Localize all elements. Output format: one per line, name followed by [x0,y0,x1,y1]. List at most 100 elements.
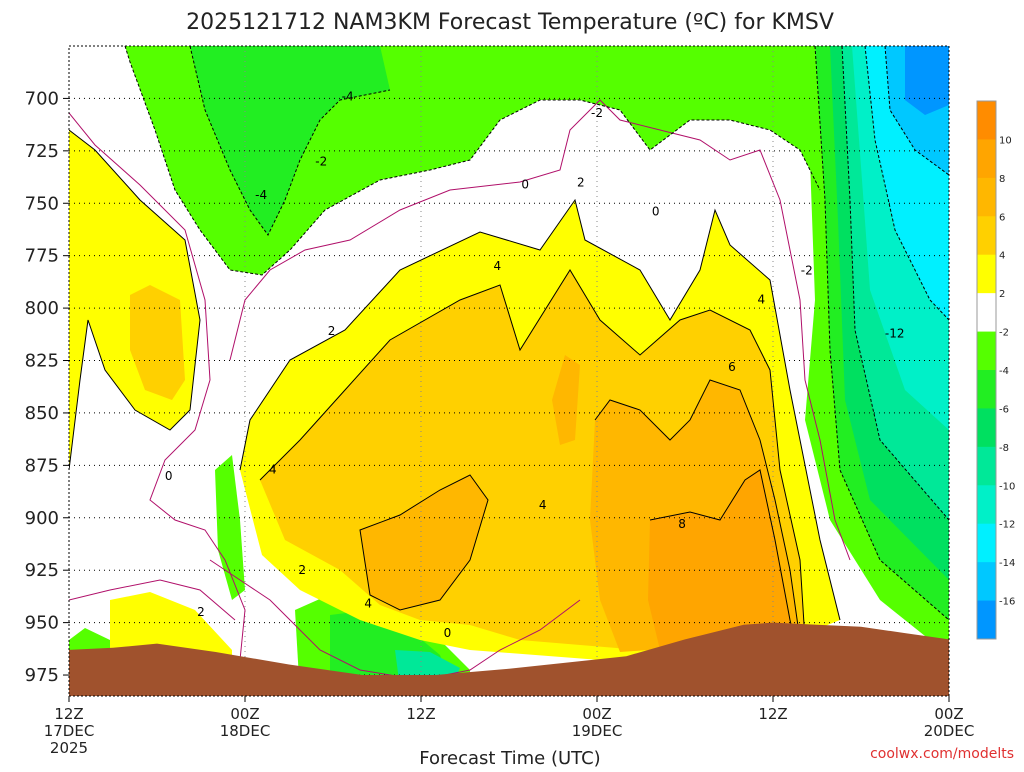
contour-minus-right-3 [864,46,949,321]
colorbar-band [977,177,996,217]
y-tick-label: 825 [25,351,59,372]
colorbar-label: -8 [999,443,1009,454]
plot-border [68,45,950,697]
contour-label: 4 [269,463,277,477]
contour-label: -12 [885,326,905,340]
colorbar-label: 10 [999,135,1012,146]
contour-plus-2-left [69,129,201,471]
colorbar-label: -4 [999,366,1009,377]
contour-minus-2 [124,46,821,276]
contour-label: 8 [678,517,686,531]
contour-zero-bottom-left [69,579,236,621]
band-plus-4-left [130,285,185,400]
x-tick-date: 18DEC [220,722,271,740]
contour-label: 4 [493,259,501,273]
y-tick-label: 925 [25,560,59,581]
colorbar-band [977,139,996,179]
x-tick-date: 19DEC [572,722,623,740]
x-tick-label: 12Z [758,705,787,723]
contour-label: 2 [197,605,205,619]
x-tick-label: 12Z [406,705,435,723]
colorbar-label: -16 [999,597,1015,608]
credit-text: coolwx.com/modelts [870,746,1014,762]
colorbar-label: -2 [999,328,1009,339]
contour-plus-6 [594,379,801,641]
colorbar-label: -10 [999,481,1015,492]
colorbar-band [977,254,996,294]
y-tick-label: 775 [25,246,59,267]
x-tick-label: 00Z [934,705,963,723]
contour-plus-2 [239,198,841,621]
colorbar-band [977,216,996,256]
contour-label: -2 [591,106,603,120]
contour-label: 0 [444,626,452,640]
x-tick-label: 00Z [582,705,611,723]
contour-minus-4 [189,46,391,236]
y-tick-label: 850 [25,403,59,424]
colorbar-border [976,100,997,640]
x-tick-date: 17DEC [44,722,95,740]
contour-label: 0 [521,177,529,191]
colorbar-label: 2 [999,289,1005,300]
contour-label: 0 [165,469,173,483]
x-tick-date: 20DEC [924,722,975,740]
band-green-sliver [215,455,245,600]
contour-label: -4 [255,188,267,202]
contour-label: 4 [539,498,547,512]
x-tick-year: 2025 [50,739,88,757]
band-minus-16-right [905,46,949,115]
terrain-ground [69,622,949,696]
y-tick-label: 975 [25,665,59,686]
band-minus-4-region [190,46,390,235]
colorbar-band [977,600,996,640]
contour-lines [69,46,949,681]
y-tick-label: 950 [25,613,59,634]
y-tick-label: 900 [25,508,59,529]
colorbar-band [977,485,996,525]
contour-plus-4 [259,269,806,641]
chart-title: 2025121712 NAM3KM Forecast Temperature (… [186,10,834,35]
colorbar-label: 8 [999,174,1005,185]
grid-lines [69,46,949,696]
band-plus-6-pocket [552,355,580,445]
y-tick-label: 875 [25,455,59,476]
contour-zero-upper [229,99,851,561]
contour-label: 2 [577,175,585,189]
y-tick-label: 725 [25,141,59,162]
x-tick-label: 00Z [230,705,259,723]
colorbar-band [977,331,996,371]
contour-plus-6-blob [359,474,489,611]
colorbar-label: -6 [999,404,1009,415]
colorbar-band [977,101,996,140]
band-plus-8-right [648,470,796,650]
contour-zero-left [69,112,246,661]
contour-label: 4 [757,293,765,307]
colorbar-label: -14 [999,558,1015,569]
contour-label: 2 [298,563,306,577]
contour-label: -2 [801,263,813,277]
colorbar-band [977,370,996,409]
contour-minus-right-4 [884,46,949,176]
colorbar-label: 4 [999,251,1005,262]
plot-area: -4 -2 -4 -2 0 2 0 4 2 4 6 -2 -12 0 4 4 8 2 4 2 0 [69,46,949,696]
x-axis-label: Forecast Time (UTC) [419,748,600,768]
y-tick-label: 700 [25,88,59,109]
y-axis: 700 725 750 775 800 825 850 875 900 925 950 975 [25,88,69,686]
colorbar-band [977,446,996,486]
colorbar-band [977,523,996,563]
band-plus-6-blob [360,475,488,610]
x-tick-label: 12Z [54,705,83,723]
contour-label: -2 [315,154,327,168]
y-tick-label: 750 [25,193,59,214]
colorbar-band [977,408,996,448]
contour-label: 2 [328,324,336,338]
contour-label: 6 [728,360,736,374]
colorbar-band [977,562,996,602]
y-tick-label: 800 [25,298,59,319]
contour-label: -4 [342,89,354,103]
contour-label: 0 [652,205,660,219]
contour-plus-8 [649,469,797,646]
